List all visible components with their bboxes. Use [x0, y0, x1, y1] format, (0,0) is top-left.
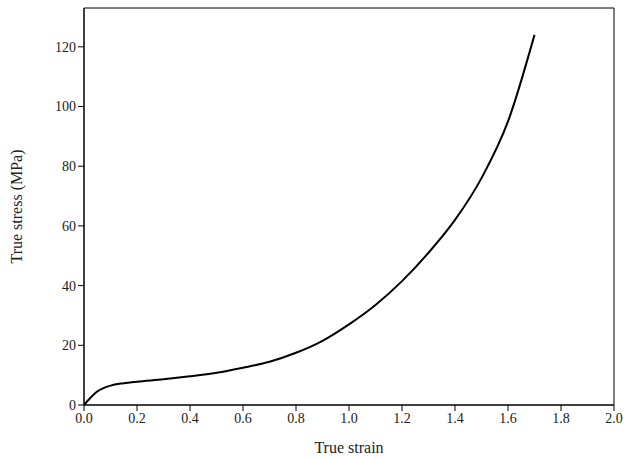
svg-text:0: 0	[69, 398, 76, 413]
svg-text:1.8: 1.8	[552, 411, 570, 426]
svg-text:80: 80	[62, 159, 76, 174]
svg-text:1.6: 1.6	[499, 411, 517, 426]
svg-text:100: 100	[55, 99, 76, 114]
svg-text:0.8: 0.8	[287, 411, 305, 426]
svg-text:120: 120	[55, 40, 76, 55]
svg-text:True strain: True strain	[314, 439, 383, 456]
svg-text:20: 20	[62, 338, 76, 353]
svg-text:1.4: 1.4	[446, 411, 464, 426]
svg-text:0.2: 0.2	[128, 411, 146, 426]
svg-text:1.0: 1.0	[340, 411, 358, 426]
svg-text:60: 60	[62, 219, 76, 234]
svg-text:0.0: 0.0	[75, 411, 93, 426]
svg-text:2.0: 2.0	[605, 411, 623, 426]
svg-text:0.6: 0.6	[234, 411, 252, 426]
svg-text:40: 40	[62, 279, 76, 294]
svg-text:0.4: 0.4	[181, 411, 199, 426]
svg-text:True stress (MPa): True stress (MPa)	[8, 149, 26, 263]
svg-text:1.2: 1.2	[393, 411, 411, 426]
